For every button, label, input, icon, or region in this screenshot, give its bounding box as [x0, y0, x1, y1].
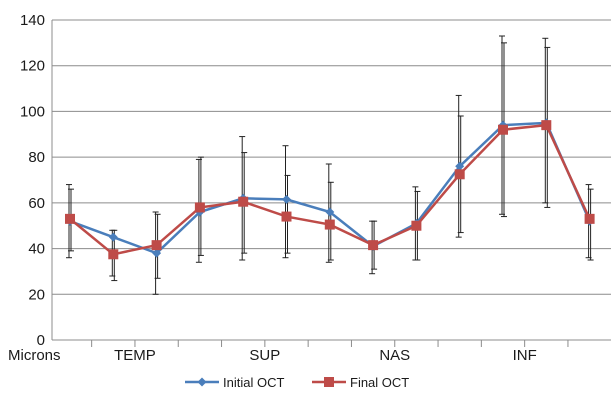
data-point-diamond — [108, 232, 118, 242]
category-label: INF — [513, 347, 537, 364]
y-tick-label: 80 — [28, 149, 45, 166]
y-tick-label: 40 — [28, 241, 45, 258]
y-tick-label: 120 — [20, 58, 45, 75]
legend-label: Initial OCT — [223, 375, 284, 390]
data-point-square — [411, 220, 422, 231]
y-tick-label: 100 — [20, 103, 45, 120]
data-point-diamond — [325, 207, 335, 217]
data-point-square — [108, 249, 119, 260]
legend-label: Final OCT — [350, 375, 409, 390]
y-tick-label: 60 — [28, 195, 45, 212]
data-point-square — [65, 213, 75, 224]
data-point-diamond — [282, 194, 291, 204]
data-point-square — [324, 219, 335, 230]
data-point-square — [281, 211, 292, 222]
legend-marker-square — [324, 377, 334, 387]
y-tick-label: 20 — [28, 286, 45, 303]
data-point-square — [584, 213, 595, 224]
x-axis-title: Microns — [8, 347, 61, 364]
data-point-square — [194, 202, 205, 213]
category-label: NAS — [379, 347, 410, 364]
data-point-square — [498, 124, 508, 135]
y-tick-label: 140 — [20, 12, 45, 29]
data-point-square — [368, 240, 379, 251]
data-point-diamond — [455, 161, 465, 171]
legend-marker-diamond — [197, 377, 207, 387]
y-tick-label: 0 — [37, 332, 45, 349]
series-line — [69, 123, 591, 256]
data-point-square — [454, 169, 465, 180]
data-point-diamond — [152, 248, 162, 258]
category-label: TEMP — [114, 347, 156, 364]
series-line — [69, 121, 591, 255]
data-point-square — [238, 196, 249, 207]
category-label: SUP — [249, 347, 280, 364]
data-point-square — [151, 240, 162, 251]
data-point-square — [541, 120, 552, 131]
